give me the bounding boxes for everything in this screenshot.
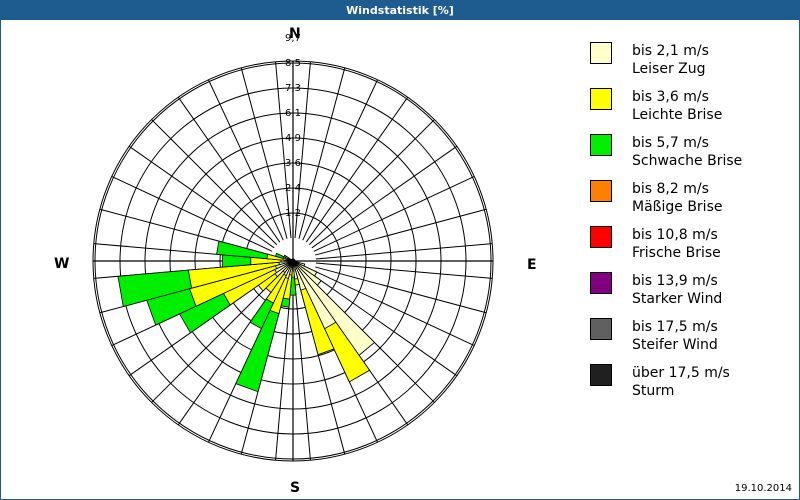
grid-spoke <box>315 243 493 260</box>
center-hub <box>290 258 296 264</box>
compass-south-label: S <box>290 480 301 496</box>
grid-spoke <box>275 61 292 239</box>
legend-range: bis 5,7 m/s <box>632 135 709 151</box>
grid-spoke <box>151 276 278 403</box>
title-bar: Windstatistik [%] <box>0 0 800 20</box>
ring-label: 6,1 <box>285 108 301 119</box>
grid-spoke <box>294 61 311 239</box>
legend-swatch <box>590 272 612 294</box>
grid-spoke <box>313 270 475 346</box>
legend-range: bis 17,5 m/s <box>632 319 718 335</box>
grid-spoke <box>151 119 278 246</box>
compass-east-label: E <box>527 257 537 273</box>
compass-west-label: W <box>54 256 70 272</box>
ring-label: 4,9 <box>285 133 301 144</box>
grid-spoke <box>208 79 284 241</box>
grid-spoke <box>305 96 409 243</box>
legend-swatch <box>590 134 612 156</box>
grid-spoke <box>111 176 273 252</box>
legend-range: bis 8,2 m/s <box>632 181 709 197</box>
grid-spoke <box>302 79 378 241</box>
grid-spoke <box>275 283 292 461</box>
legend-swatch <box>590 318 612 340</box>
legend-range: über 17,5 m/s <box>632 365 730 381</box>
ring-label: 3,6 <box>285 158 301 169</box>
grid-spoke <box>313 176 475 252</box>
grid-spoke <box>315 208 487 256</box>
grid-spoke <box>294 283 311 461</box>
grid-spoke <box>298 67 346 239</box>
legend-label: Schwache Brise <box>632 153 743 169</box>
wind-rose-chart: 1,2 2,4 3,6 4,9 6,1 7,3 8,5 9,7 <box>92 33 494 462</box>
legend-label: Frische Brise <box>632 245 721 261</box>
ring-label: 1,2 <box>285 208 301 219</box>
grid-spoke <box>128 145 275 249</box>
grid-spoke <box>315 262 493 279</box>
legend-range: bis 3,6 m/s <box>632 89 709 105</box>
ring-label: 9,7 <box>285 33 301 44</box>
legend-label: Leiser Zug <box>632 61 706 77</box>
grid-spoke <box>311 145 458 249</box>
date-label: 19.10.2014 <box>734 483 792 494</box>
legend-swatch <box>590 180 612 202</box>
legend-swatch <box>590 42 612 64</box>
legend-label: Mäßige Brise <box>632 199 723 215</box>
legend-range: bis 10,8 m/s <box>632 227 718 243</box>
legend-label: Steifer Wind <box>632 337 718 353</box>
grid-spoke <box>177 96 281 243</box>
grid-spoke <box>315 266 487 314</box>
grid-spoke <box>311 273 458 377</box>
grid-spoke <box>240 67 288 239</box>
legend-range: bis 2,1 m/s <box>632 43 709 59</box>
ring-label: 8,5 <box>285 58 301 69</box>
ring-label: 2,4 <box>285 183 301 194</box>
compass-north-label: N <box>289 26 301 42</box>
legend-swatch <box>590 226 612 248</box>
legend-swatch <box>590 88 612 110</box>
legend-label: Leichte Brise <box>632 107 723 123</box>
legend-swatch <box>590 364 612 386</box>
legend-label: Sturm <box>632 383 675 399</box>
legend-range: bis 13,9 m/s <box>632 273 718 289</box>
ring-label: 7,3 <box>285 83 301 94</box>
grid-spoke <box>308 119 435 246</box>
legend-label: Starker Wind <box>632 291 723 307</box>
